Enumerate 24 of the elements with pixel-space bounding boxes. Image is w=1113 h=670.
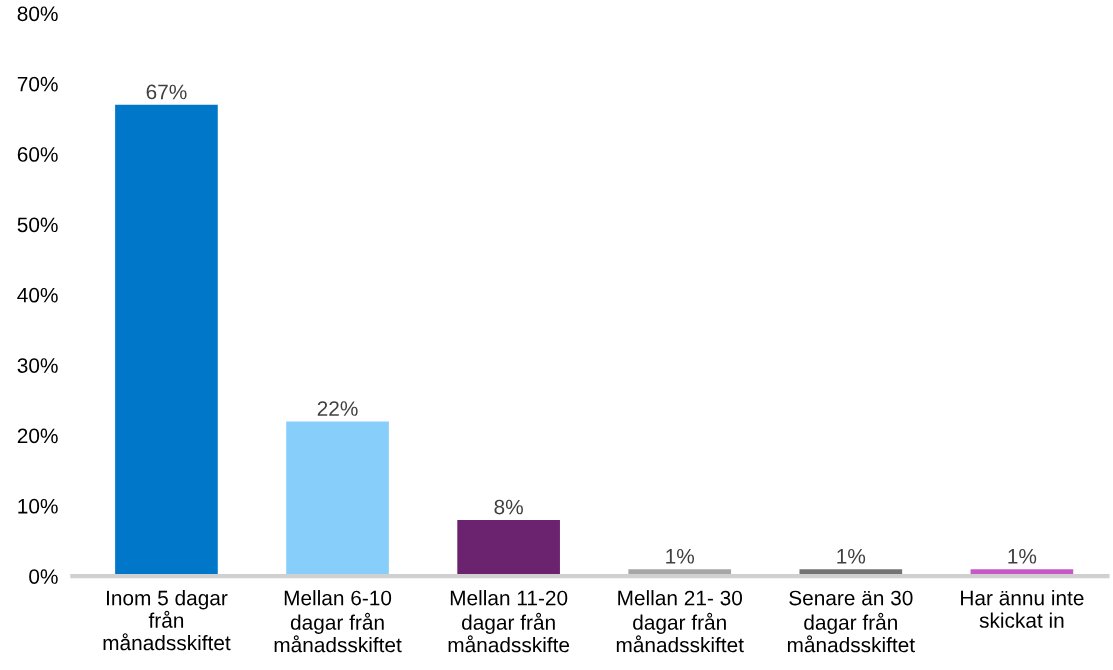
- data-label: 67%: [146, 84, 187, 100]
- y-tick-label: 60%: [17, 147, 58, 162]
- y-tick-label: 10%: [18, 498, 58, 514]
- data-label: 8%: [494, 499, 523, 515]
- x-tick-label: Mellan 11-20 dagar från månadsskifte: [448, 590, 570, 653]
- data-label: 1%: [1008, 549, 1037, 564]
- bar: [457, 519, 560, 577]
- bar: [286, 421, 389, 577]
- y-tick-label: 20%: [17, 428, 58, 444]
- data-label: 22%: [317, 401, 358, 416]
- x-tick-label: Mellan 6-10 dagar från månadsskiftet: [274, 590, 402, 653]
- bar: [115, 104, 218, 577]
- x-tick-label: Senare än 30 dagar från månadsskiftet: [787, 590, 915, 653]
- x-tick-label: Har ännu inte skickat in: [961, 590, 1084, 628]
- x-tick-label: Mellan 21- 30 dagar från månadsskiftet: [616, 590, 744, 653]
- y-tick-label: 70%: [17, 76, 58, 92]
- y-tick-label: 50%: [17, 217, 58, 233]
- data-label: 1%: [666, 549, 695, 564]
- y-tick-label: 0%: [29, 569, 58, 584]
- x-tick-label: Inom 5 dagar från månadsskiftet: [103, 590, 231, 651]
- y-tick-label: 80%: [17, 6, 58, 22]
- y-tick-label: 40%: [17, 287, 58, 303]
- y-tick-label: 30%: [17, 358, 58, 373]
- data-label: 1%: [837, 549, 866, 564]
